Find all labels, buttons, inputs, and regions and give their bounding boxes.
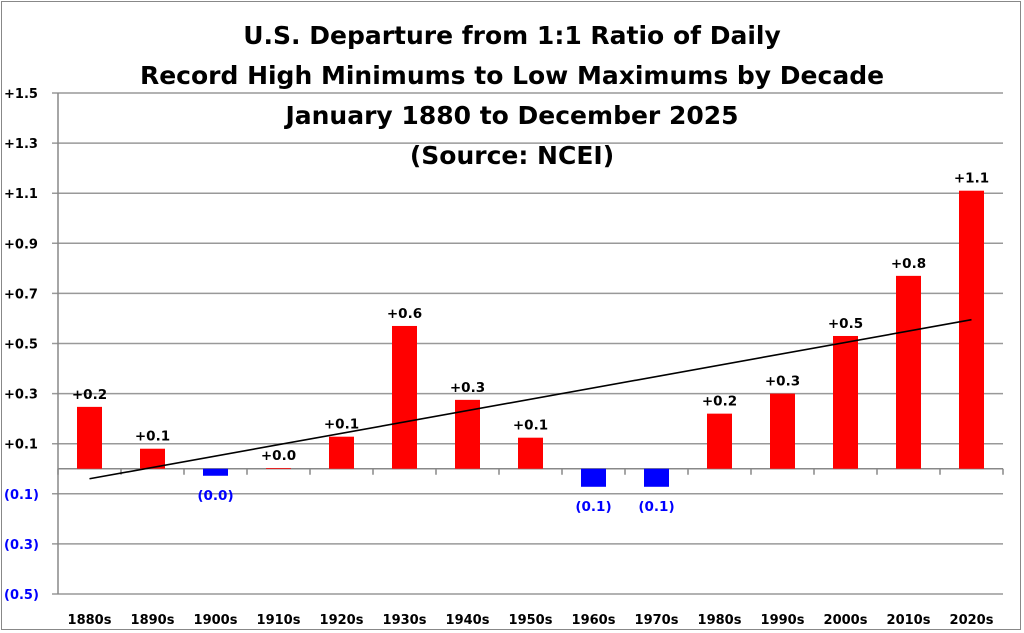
y-tick-label: +1.1 bbox=[4, 187, 38, 202]
x-tick-label: 1960s bbox=[572, 613, 616, 628]
bar-1960s bbox=[581, 468, 606, 487]
data-label: +0.1 bbox=[513, 418, 548, 434]
x-tick-label: 1920s bbox=[320, 613, 364, 628]
data-label: +0.6 bbox=[387, 306, 422, 322]
x-tick-label: 1950s bbox=[509, 613, 553, 628]
bar-2010s bbox=[896, 275, 921, 469]
x-tick-label: 1970s bbox=[635, 613, 679, 628]
data-label: +0.3 bbox=[450, 380, 485, 396]
data-label: (0.1) bbox=[638, 499, 674, 515]
bar-2020s bbox=[959, 190, 984, 469]
y-tick-label: +0.3 bbox=[4, 388, 38, 403]
data-label: +0.1 bbox=[135, 429, 170, 445]
chart-title-line: Record High Minimums to Low Maximums by … bbox=[140, 61, 884, 90]
data-label: +0.2 bbox=[72, 387, 107, 403]
x-tick-label: 2010s bbox=[887, 613, 931, 628]
data-label: +0.0 bbox=[261, 448, 296, 464]
y-tick-label: +0.9 bbox=[4, 237, 38, 252]
y-tick-label: +0.7 bbox=[4, 287, 38, 302]
x-tick-label: 1900s bbox=[194, 613, 238, 628]
data-label: +0.8 bbox=[891, 256, 926, 272]
x-tick-label: 1980s bbox=[698, 613, 742, 628]
y-tick-label: +1.3 bbox=[4, 137, 38, 152]
bar-1890s bbox=[140, 448, 165, 469]
x-tick-label: 1910s bbox=[257, 613, 301, 628]
bar-1930s bbox=[392, 325, 417, 469]
bar-1910s bbox=[266, 467, 291, 469]
x-tick-label: 1940s bbox=[446, 613, 490, 628]
y-tick-label: +0.1 bbox=[4, 438, 38, 453]
bar-1950s bbox=[518, 437, 543, 469]
trendline bbox=[89, 318, 972, 480]
data-label: (0.0) bbox=[197, 488, 233, 504]
data-label: +0.2 bbox=[702, 394, 737, 410]
x-tick-label: 1990s bbox=[761, 613, 805, 628]
bar-1980s bbox=[707, 413, 732, 469]
x-tick-label: 1880s bbox=[68, 613, 112, 628]
bar-1990s bbox=[770, 393, 795, 469]
bar-1900s bbox=[203, 468, 228, 476]
bar-1880s bbox=[77, 406, 102, 469]
y-tick-label: (0.1) bbox=[4, 488, 39, 503]
bar-1970s bbox=[644, 468, 669, 487]
y-tick-label: (0.5) bbox=[4, 588, 39, 603]
data-label: +0.1 bbox=[324, 417, 359, 433]
chart-title-line: (Source: NCEI) bbox=[410, 141, 614, 170]
chart-title-line: U.S. Departure from 1:1 Ratio of Daily bbox=[243, 21, 781, 50]
x-tick-label: 2000s bbox=[824, 613, 868, 628]
x-tick-label: 1930s bbox=[383, 613, 427, 628]
y-tick-label: +1.5 bbox=[4, 87, 38, 102]
data-label: +0.3 bbox=[765, 374, 800, 390]
bar-1920s bbox=[329, 436, 354, 469]
data-label: +1.1 bbox=[954, 171, 989, 187]
bar-2000s bbox=[833, 335, 858, 469]
y-tick-label: (0.3) bbox=[4, 538, 39, 553]
x-tick-label: 2020s bbox=[950, 613, 994, 628]
x-tick-label: 1890s bbox=[131, 613, 175, 628]
y-tick-label: +0.5 bbox=[4, 338, 38, 353]
chart-title-line: January 1880 to December 2025 bbox=[283, 101, 738, 130]
data-label: (0.1) bbox=[575, 499, 611, 515]
data-label: +0.5 bbox=[828, 316, 863, 332]
